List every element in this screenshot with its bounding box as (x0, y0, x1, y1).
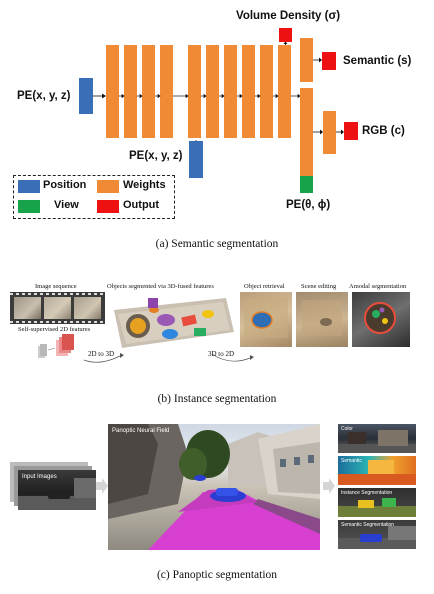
legend-swatch-weights (97, 180, 119, 193)
weight-layer (106, 45, 119, 138)
legend-label-weights: Weights (123, 179, 166, 191)
weight-layer (224, 45, 237, 138)
semantic-head-layer (300, 38, 313, 82)
object-retrieval-image (240, 292, 292, 347)
input-images-label: Input Images (22, 474, 57, 480)
scene-editing-label: Scene editing (301, 283, 337, 290)
color-output-image (338, 424, 416, 453)
weight-layers (106, 45, 291, 138)
self-supervised-label: Self-supervised 2D features (18, 326, 91, 333)
semantic-label: Semantic (s) (343, 55, 412, 67)
density-output-block (279, 28, 292, 42)
feature-stack-icon (38, 334, 74, 358)
legend-swatch-output (97, 200, 119, 213)
object-retrieval-label: Object retrieval (244, 283, 285, 290)
fused-3d-scene-image (108, 292, 236, 350)
network-diagram (79, 28, 358, 193)
semantic-seg-output-label: Semantic Segmentation (341, 522, 395, 528)
legend: Position Weights View Output (13, 175, 175, 219)
legend-label-position: Position (43, 179, 87, 191)
legend-swatch-position (18, 180, 40, 193)
caption-c: (c) Panoptic segmentation (156, 569, 278, 581)
semantic-seg-output-image (338, 520, 416, 549)
rgb-label: RGB (c) (362, 125, 405, 137)
3d-to-2d-label: 3D to 2D (208, 350, 235, 358)
objects-segmented-label: Objects segmented via 3D-fused features (107, 283, 214, 290)
semantic-output-block (322, 52, 336, 70)
2d-to-3d-label: 2D to 3D (88, 350, 115, 358)
caption-a: (a) Semantic segmentation (155, 238, 279, 250)
weight-layer (242, 45, 255, 138)
legend-label-output: Output (123, 199, 160, 211)
weight-layer (206, 45, 219, 138)
panoptic-scene-image (108, 424, 320, 550)
pe-xyz-input-label: PE(x, y, z) (17, 90, 71, 102)
scene-editing-image (296, 292, 348, 347)
volume-density-label: Volume Density (σ) (236, 10, 341, 22)
projection-arrows (83, 353, 254, 363)
semantic-output-label: Semantic (341, 458, 362, 464)
legend-label-view: View (54, 199, 79, 211)
color-output-label: Color (341, 426, 353, 432)
weight-layer (160, 45, 173, 138)
instance-output-image (338, 488, 416, 517)
position-input-block (79, 78, 93, 114)
image-sequence-label: Image sequence (35, 283, 77, 290)
caption-b: (b) Instance segmentation (157, 393, 277, 405)
view-input-block (300, 176, 313, 193)
panoptic-field-label: Panoptic Neural Field (112, 428, 170, 434)
output-arrow-icon (323, 478, 335, 494)
pe-xyz-skip-label: PE(x, y, z) (129, 150, 183, 162)
weight-layer (278, 45, 291, 138)
weight-layer (260, 45, 273, 138)
rgb-head-layer-1 (300, 88, 313, 176)
rgb-head-layer-2 (323, 111, 336, 154)
weight-layer (124, 45, 137, 138)
semantic-output-image (338, 456, 416, 485)
pe-view-label: PE(θ, ϕ) (286, 199, 331, 211)
input-arrow-icon (96, 478, 108, 494)
amodal-segmentation-image (352, 292, 410, 347)
image-sequence-strip (10, 292, 105, 324)
input-images-front (18, 470, 96, 510)
legend-swatch-view (18, 200, 40, 213)
instance-output-label: Instance Segmentation (341, 490, 393, 496)
amodal-segmentation-label: Amodal segmentation (349, 283, 407, 290)
weight-layer (188, 45, 201, 138)
position-skip-block (189, 141, 203, 178)
weight-layer (142, 45, 155, 138)
rgb-output-block (344, 122, 358, 140)
